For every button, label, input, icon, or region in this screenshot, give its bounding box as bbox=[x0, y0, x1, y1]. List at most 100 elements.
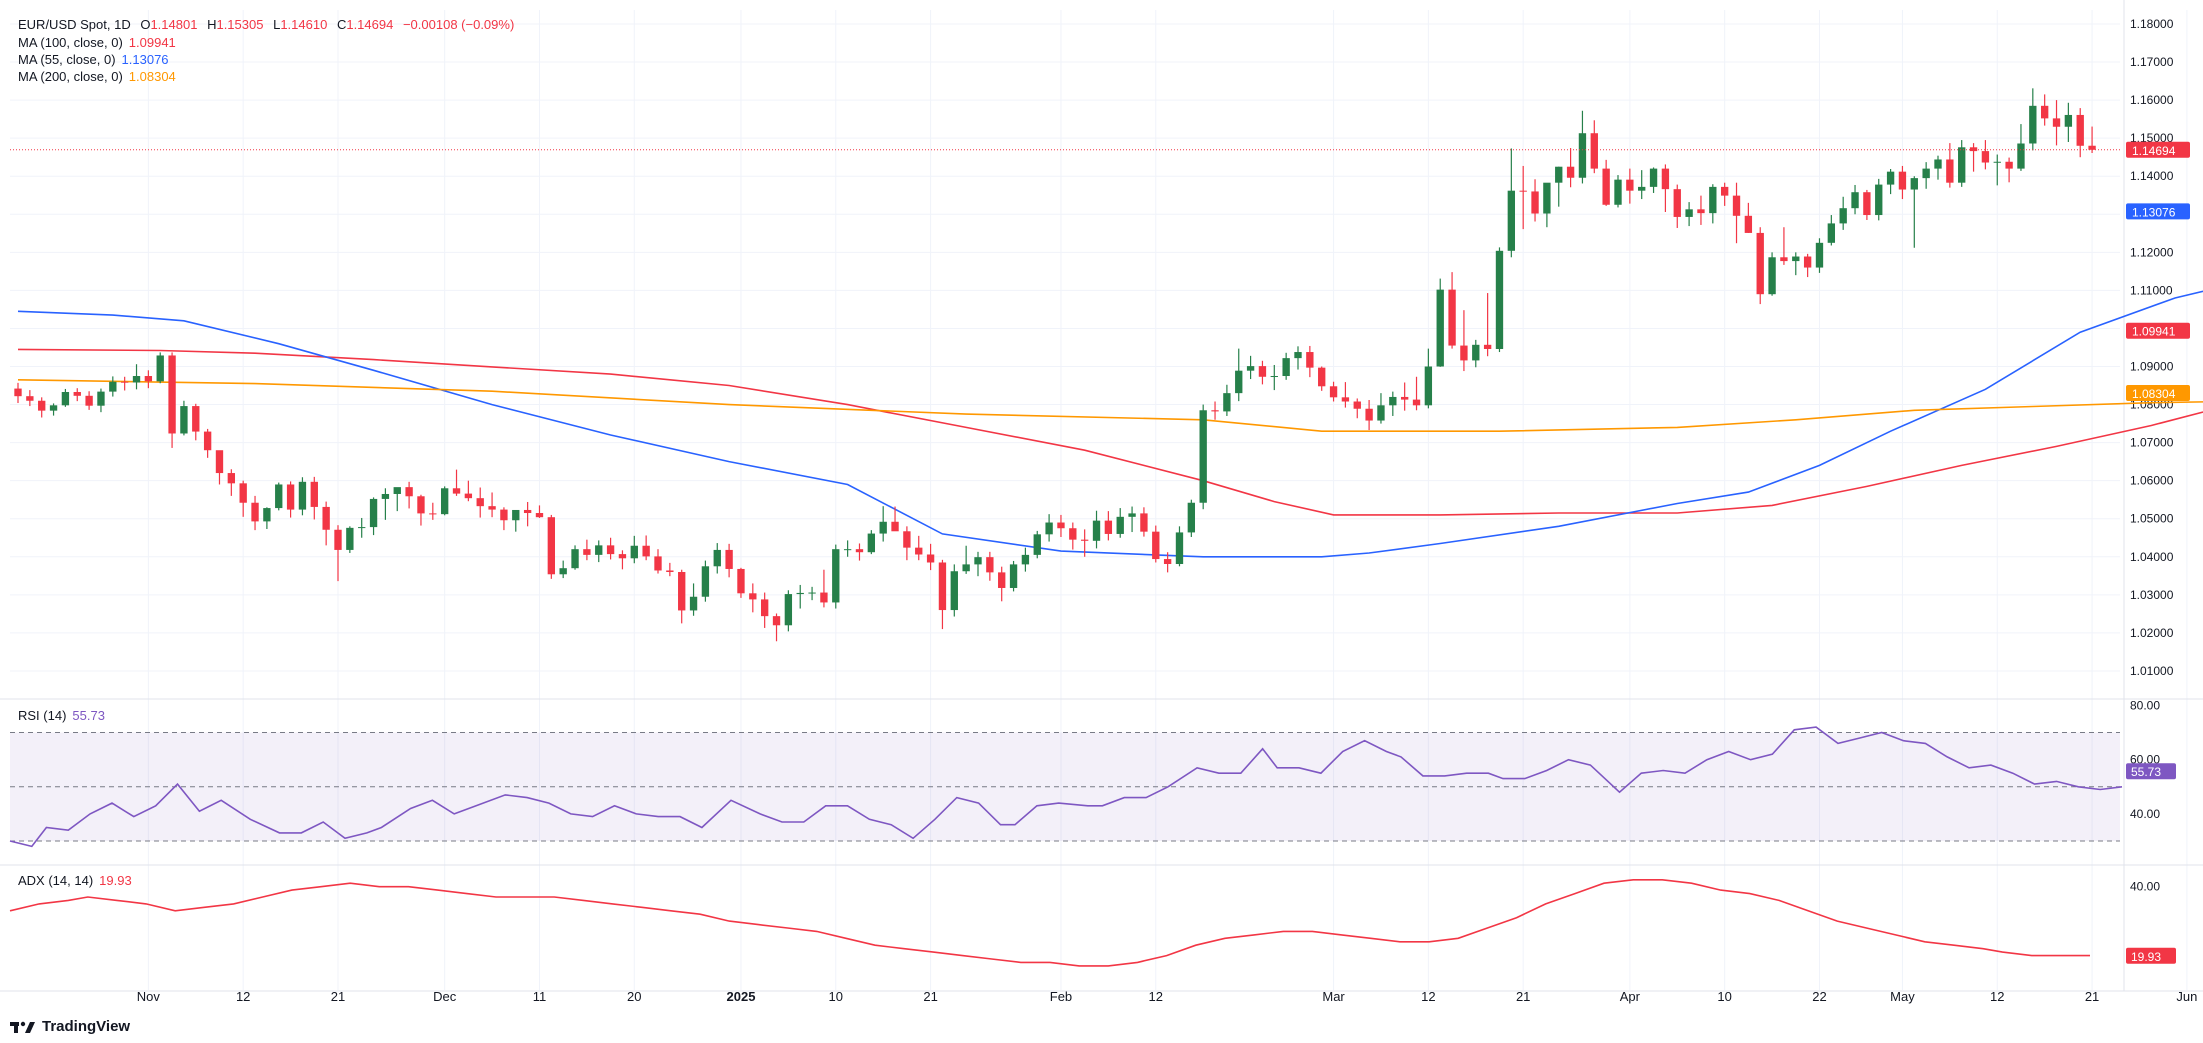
candle-body bbox=[1969, 147, 1978, 152]
candle-body bbox=[559, 568, 567, 575]
candle-body bbox=[1720, 186, 1729, 196]
x-tick-label: 10 bbox=[829, 989, 843, 1004]
x-tick-label: May bbox=[1890, 989, 1915, 1004]
rsi-y-tick-label: 60.00 bbox=[2130, 753, 2160, 767]
candle-body bbox=[192, 406, 200, 432]
candle-body bbox=[1448, 289, 1456, 346]
candle-body bbox=[630, 545, 638, 559]
y-tick-label: 1.03000 bbox=[2130, 588, 2174, 602]
ma200-label: MA (200, close, 0) bbox=[18, 69, 123, 84]
candle-body bbox=[891, 521, 899, 532]
candle-body bbox=[1472, 344, 1480, 361]
candle-body bbox=[1590, 133, 1598, 169]
candle-body bbox=[1140, 513, 1148, 532]
candle-body bbox=[1649, 168, 1658, 187]
candle-body bbox=[595, 545, 603, 555]
candle-body bbox=[760, 599, 769, 617]
candle-body bbox=[1460, 345, 1468, 361]
ma55-legend: MA (55, close, 0) 1.13076 bbox=[18, 52, 169, 67]
candle-body bbox=[61, 391, 70, 406]
candle-body bbox=[2052, 118, 2061, 127]
y-tick-label: 1.01000 bbox=[2130, 664, 2174, 678]
candle-body bbox=[1353, 401, 1361, 409]
candle-body bbox=[263, 508, 271, 522]
rsi-last-tag-label: 55.73 bbox=[2131, 765, 2161, 779]
candle-body bbox=[251, 502, 259, 522]
x-tick-label: 20 bbox=[627, 989, 641, 1004]
y-tick-label: 1.11000 bbox=[2130, 283, 2173, 297]
candle-body bbox=[393, 487, 401, 494]
candle-body bbox=[1803, 256, 1812, 268]
candle-body bbox=[1128, 513, 1136, 517]
open-value: 1.14801 bbox=[150, 17, 198, 32]
last-price-tag bbox=[2126, 141, 2190, 158]
candle-body bbox=[417, 496, 425, 514]
candle-body bbox=[701, 566, 710, 597]
candle-body bbox=[725, 549, 733, 569]
change-value: −0.00108 (−0.09%) bbox=[402, 17, 515, 32]
candle-body bbox=[1910, 178, 1918, 190]
candle-body bbox=[464, 493, 473, 499]
candle-body bbox=[286, 484, 295, 510]
candle-body bbox=[405, 487, 413, 497]
y-tick-label: 1.18000 bbox=[2130, 17, 2174, 31]
candle-body bbox=[452, 488, 461, 494]
candle-body bbox=[1626, 179, 1634, 191]
candle-body bbox=[867, 533, 876, 553]
x-tick-label: Dec bbox=[433, 989, 457, 1004]
adx-y-tick-label: 40.00 bbox=[2130, 880, 2160, 894]
candle-body bbox=[1282, 358, 1290, 377]
ma100-label: MA (100, close, 0) bbox=[18, 35, 123, 50]
candle-body bbox=[915, 547, 923, 555]
candle-body bbox=[1389, 396, 1397, 406]
candle-body bbox=[1033, 534, 1041, 555]
candle-body bbox=[1780, 257, 1788, 262]
ma200-tag-label: 1.08304 bbox=[2132, 387, 2176, 401]
adx-label: ADX (14, 14) bbox=[18, 873, 94, 888]
y-tick-label: 1.04000 bbox=[2130, 550, 2174, 564]
adx-line bbox=[9, 879, 2090, 967]
candle-body bbox=[1400, 396, 1409, 400]
candle-body bbox=[38, 400, 46, 411]
x-tick-label: Apr bbox=[1620, 989, 1641, 1004]
candle-body bbox=[535, 513, 544, 518]
candle-body bbox=[1697, 209, 1705, 214]
candle-body bbox=[2005, 161, 2013, 169]
candle-body bbox=[808, 592, 816, 594]
candle-body bbox=[1246, 366, 1255, 371]
candle-body bbox=[1270, 376, 1278, 378]
candle-body bbox=[998, 572, 1006, 588]
candle-body bbox=[1306, 352, 1314, 368]
x-tick-label: 11 bbox=[533, 989, 547, 1004]
candle-body bbox=[1661, 168, 1670, 190]
candle-body bbox=[749, 593, 757, 600]
candle-body bbox=[120, 381, 129, 383]
x-tick-label: 12 bbox=[1149, 989, 1163, 1004]
candle-body bbox=[26, 396, 34, 401]
candle-body bbox=[547, 517, 556, 575]
candle-body bbox=[488, 506, 496, 510]
candle-body bbox=[1744, 215, 1753, 233]
candle-body bbox=[1934, 159, 1942, 169]
candle-body bbox=[180, 406, 188, 434]
candle-body bbox=[986, 557, 994, 573]
ma100-tag bbox=[2126, 322, 2190, 339]
adx-last-tag bbox=[2126, 947, 2176, 964]
candle-body bbox=[1993, 161, 2001, 163]
low-label: L bbox=[273, 17, 281, 32]
candle-body bbox=[215, 450, 224, 474]
tradingview-footer[interactable]: TradingView bbox=[10, 1018, 130, 1035]
candle-body bbox=[1709, 186, 1717, 214]
candle-body bbox=[1436, 289, 1444, 367]
candle-body bbox=[1258, 366, 1267, 377]
candle-body bbox=[1009, 564, 1018, 588]
candle-body bbox=[1898, 171, 1907, 190]
candle-body bbox=[1851, 192, 1859, 209]
symbol-label: EUR/USD Spot, 1D bbox=[18, 17, 131, 32]
y-tick-label: 1.16000 bbox=[2130, 93, 2174, 107]
candle-body bbox=[2088, 145, 2096, 150]
candle-body bbox=[1875, 184, 1883, 216]
tradingview-brand: TradingView bbox=[42, 1018, 131, 1035]
rsi-last-tag bbox=[2126, 763, 2176, 780]
